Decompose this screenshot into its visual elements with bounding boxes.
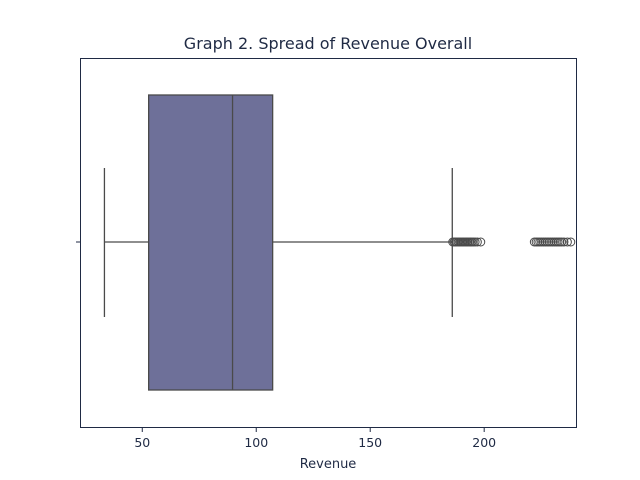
outlier-point <box>470 237 480 247</box>
outlier-point <box>559 237 569 247</box>
plot-area <box>103 94 576 391</box>
x-tick-label: 150 <box>358 435 382 450</box>
outlier-point <box>557 237 567 247</box>
chart-title: Graph 2. Spread of Revenue Overall <box>184 34 472 53</box>
plot-frame <box>80 58 577 428</box>
x-tick-label: 200 <box>472 435 496 450</box>
outlier-point <box>476 237 486 247</box>
outlier-point <box>562 237 572 247</box>
x-tick-label: 100 <box>244 435 268 450</box>
x-axis-label: Revenue <box>300 457 357 472</box>
x-axis-ticks: 50 100 150 200 <box>134 427 496 450</box>
outlier-point <box>472 237 482 247</box>
iqr-box <box>148 94 274 391</box>
outlier-point <box>566 237 576 247</box>
x-tick-label: 50 <box>134 435 150 450</box>
